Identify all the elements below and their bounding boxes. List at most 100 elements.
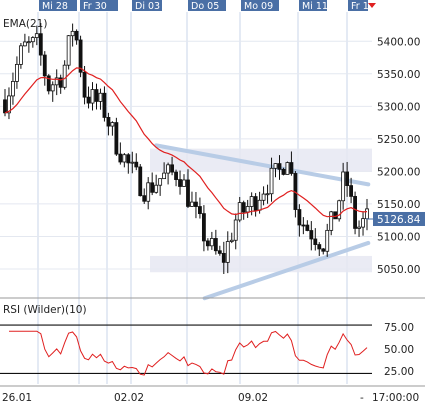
candle-body (11, 80, 15, 97)
candle-body (237, 202, 242, 221)
candle-body (349, 185, 354, 197)
candle-body (82, 71, 87, 98)
candle-body (325, 229, 330, 252)
candle-body (281, 168, 286, 175)
candle-body (70, 30, 75, 37)
price-tick-label: 5400.00 (377, 36, 420, 48)
candle-body (333, 211, 338, 220)
candle-body (245, 206, 250, 213)
candle-body (138, 166, 143, 197)
day-header-cell (80, 0, 118, 11)
candle-body (365, 208, 369, 220)
x-tick-label: 26.01 (2, 392, 32, 404)
candle-body (15, 63, 19, 82)
price-tick-label: 5200.00 (377, 166, 420, 178)
candle-body (18, 45, 23, 65)
day-header-label: Do 05 (191, 1, 219, 12)
rsi-tick-label: 50.00 (384, 344, 414, 356)
day-header-label: Mi 28 (42, 1, 68, 12)
day-header-label: Fr 13 (351, 1, 375, 12)
candle-body (62, 64, 67, 88)
candle-body (213, 238, 218, 252)
candle-body (54, 77, 59, 86)
rsi-tick-label: 25.00 (384, 366, 414, 378)
candle-body (142, 195, 147, 202)
price-tick-label: 5300.00 (377, 101, 420, 113)
candle-body (285, 162, 290, 175)
day-header-label: Fr 30 (83, 1, 107, 12)
price-tick-label: 5150.00 (377, 199, 420, 211)
candle-body (329, 211, 334, 231)
day-header-cell (188, 0, 226, 11)
candle-body (22, 41, 27, 47)
candle-body (301, 224, 306, 227)
candle-body (50, 84, 55, 92)
candle-body (217, 250, 222, 254)
candle-body (46, 75, 51, 92)
candle-body (114, 122, 119, 155)
candle-body (345, 171, 350, 187)
candle-body (289, 162, 294, 174)
price-tick-label: 5050.00 (377, 264, 420, 276)
candle-body (178, 179, 182, 187)
last-price-value: 5126.84 (377, 214, 421, 226)
ema-label: EMA(21) (3, 18, 47, 30)
candle-body (305, 224, 310, 231)
price-tick-label: 5100.00 (377, 231, 420, 243)
candle-body (265, 193, 270, 196)
candle-body (3, 99, 7, 114)
rsi-tick-label: 75.00 (384, 322, 414, 334)
candle-body (30, 37, 35, 43)
candle-body (261, 193, 266, 201)
ema-line (4, 67, 368, 218)
candle-body (337, 200, 342, 220)
candle-body (201, 213, 206, 242)
candle-body (26, 41, 31, 44)
day-header-cell (241, 0, 279, 11)
candle-body (146, 182, 151, 202)
candle-body (341, 171, 346, 202)
candle-body (182, 179, 186, 187)
candle-body (209, 238, 214, 247)
last-price-tag (373, 211, 425, 226)
candle-body (186, 179, 190, 207)
candle-body (257, 199, 262, 211)
candle-body (126, 154, 131, 164)
candle-body (162, 172, 167, 180)
candle-body (313, 238, 318, 245)
day-header-cell (299, 0, 327, 11)
candle-body (361, 218, 365, 228)
candle-body (122, 154, 127, 163)
candle-body (241, 202, 246, 213)
x-tick-label: 09.02 (238, 392, 268, 404)
candle-body (66, 35, 71, 66)
wedge-upper-trendline (154, 143, 371, 187)
candle-body (74, 30, 79, 41)
candle-body (221, 252, 226, 263)
candle-body (42, 54, 47, 77)
candle-body (150, 182, 155, 193)
rsi-title: RSI (Wilder)(10) (3, 304, 87, 316)
x-tick-label: 02.02 (114, 392, 144, 404)
candle-body (78, 39, 83, 73)
candle-body (225, 241, 230, 263)
down-arrow-icon (368, 3, 376, 8)
candle-body (269, 167, 274, 195)
rsi-line (9, 330, 368, 376)
candle-body (38, 33, 43, 56)
candle-body (98, 92, 103, 102)
day-header-cell (132, 0, 162, 11)
candle-body (158, 178, 163, 186)
x-tick-label: - (360, 392, 364, 404)
support-zone (150, 255, 372, 273)
candle-body (102, 92, 107, 118)
candle-body (58, 77, 63, 88)
candle-body (7, 95, 11, 114)
candle-body (277, 163, 282, 170)
candle-body (94, 89, 99, 102)
candle-body (86, 96, 91, 104)
candle-body (134, 161, 139, 168)
x-tick-label: 17:00:00 (372, 392, 419, 404)
price-tick-label: 5350.00 (377, 69, 420, 81)
